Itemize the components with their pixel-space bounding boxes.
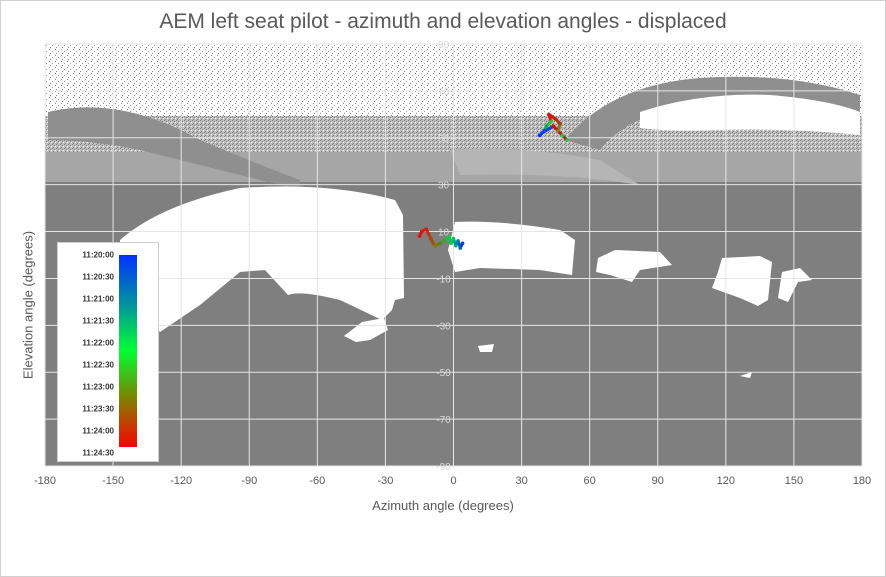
- gaze-point: [549, 119, 553, 124]
- gaze-point: [542, 128, 547, 133]
- visible-patch-lower: [478, 344, 494, 352]
- canopy-seam: [450, 148, 640, 185]
- visible-window-center: [448, 221, 575, 275]
- gaze-point: [431, 241, 435, 246]
- y-tick-label: -50: [436, 368, 451, 379]
- gaze-trace: [417, 227, 465, 250]
- chart-title: AEM left seat pilot - azimuth and elevat…: [159, 10, 727, 33]
- x-axis-ticks: -180 -150 -120 -90 -60 -30 0 30 60 90 120 150 180: [34, 475, 871, 487]
- x-tick-label: 150: [785, 475, 803, 487]
- gaze-point: [558, 121, 562, 126]
- y-tick-label: -70: [436, 415, 451, 426]
- gaze-point: [453, 243, 458, 248]
- x-tick-label: -90: [241, 475, 257, 487]
- gaze-point: [447, 234, 451, 239]
- x-tick-label: -60: [309, 475, 325, 487]
- x-tick-label: -120: [170, 475, 192, 487]
- gaze-point: [460, 241, 465, 246]
- visible-window-lower-left: [344, 318, 388, 342]
- gaze-point: [449, 241, 454, 246]
- visible-window-right-1: [596, 250, 672, 282]
- gaze-point: [426, 232, 431, 236]
- visible-window-right-2: [712, 256, 772, 306]
- colorbar-labels: 11:20:00 11:20:30 11:21:00 11:21:30 11:22:00…: [58, 243, 116, 461]
- colorbar-time-label: 11:22:00: [82, 338, 114, 348]
- x-tick-label: -180: [34, 475, 56, 487]
- y-tick-label: -30: [436, 321, 451, 332]
- y-tick-label: 30: [438, 181, 450, 192]
- gaze-point: [556, 128, 560, 133]
- canopy-arch-left: [48, 107, 300, 190]
- gaze-point: [451, 236, 456, 241]
- x-tick-label: 120: [717, 475, 735, 487]
- gaze-trace: [537, 112, 569, 142]
- time-colorbar-legend: 11:20:00 11:20:30 11:21:00 11:21:30 11:22:00…: [57, 242, 159, 462]
- gaze-point: [560, 133, 565, 138]
- visible-patch-right: [740, 372, 752, 378]
- canopy-arch-right: [565, 76, 860, 150]
- colorbar-time-label: 11:20:30: [82, 272, 114, 282]
- gaze-point: [540, 131, 544, 135]
- y-axis-ticks: 90 70 50 30 10 -10 -30 -50 -70 -90: [436, 40, 451, 473]
- gaze-point: [433, 243, 438, 248]
- gaze-point: [429, 236, 433, 241]
- gaze-traces: [417, 112, 569, 250]
- y-tick-label: 70: [438, 87, 450, 98]
- visible-window-left: [120, 186, 404, 332]
- y-tick-label: -90: [436, 462, 451, 473]
- x-axis-label: Azimuth angle (degrees): [372, 498, 514, 513]
- y-tick-label: 50: [438, 134, 450, 145]
- y-tick-label: -10: [436, 274, 451, 285]
- gaze-trace-segment: [551, 124, 569, 142]
- visible-window-right-3: [778, 268, 812, 302]
- gaze-point: [424, 227, 429, 232]
- colorbar-gradient: [119, 255, 137, 447]
- gaze-point: [438, 241, 442, 246]
- gaze-point: [565, 138, 569, 142]
- gaze-point: [537, 133, 542, 138]
- gaze-point: [547, 112, 551, 117]
- grid: [44, 43, 863, 467]
- colorbar-time-label: 11:21:30: [82, 316, 114, 326]
- gaze-point: [419, 229, 424, 234]
- colorbar-time-label: 11:23:30: [82, 404, 114, 414]
- colorbar-time-label: 11:24:00: [82, 426, 114, 436]
- y-tick-label: 90: [438, 40, 450, 51]
- x-tick-label: 180: [853, 475, 871, 487]
- gaze-point: [417, 234, 422, 239]
- gaze-point: [551, 124, 556, 128]
- gaze-point: [553, 117, 558, 121]
- y-axis-label: Elevation angle (degrees): [20, 230, 36, 380]
- canopy-window-right: [640, 94, 860, 135]
- colorbar-time-label: 11:22:30: [82, 360, 114, 370]
- gaze-point: [544, 124, 549, 128]
- x-tick-label: -150: [102, 475, 124, 487]
- gaze-point: [456, 239, 460, 243]
- x-tick-label: 0: [450, 475, 456, 487]
- x-tick-label: -30: [377, 475, 393, 487]
- x-tick-label: 30: [515, 475, 527, 487]
- colorbar-time-label: 11:20:00: [82, 250, 114, 260]
- gaze-point: [442, 239, 447, 243]
- gaze-point: [458, 246, 463, 250]
- colorbar-time-label: 11:24:30: [82, 448, 114, 458]
- colorbar-time-label: 11:21:00: [82, 294, 114, 304]
- x-tick-label: 90: [652, 475, 664, 487]
- colorbar-time-label: 11:23:00: [82, 382, 114, 392]
- x-tick-label: 60: [584, 475, 596, 487]
- y-tick-label: 10: [438, 228, 450, 239]
